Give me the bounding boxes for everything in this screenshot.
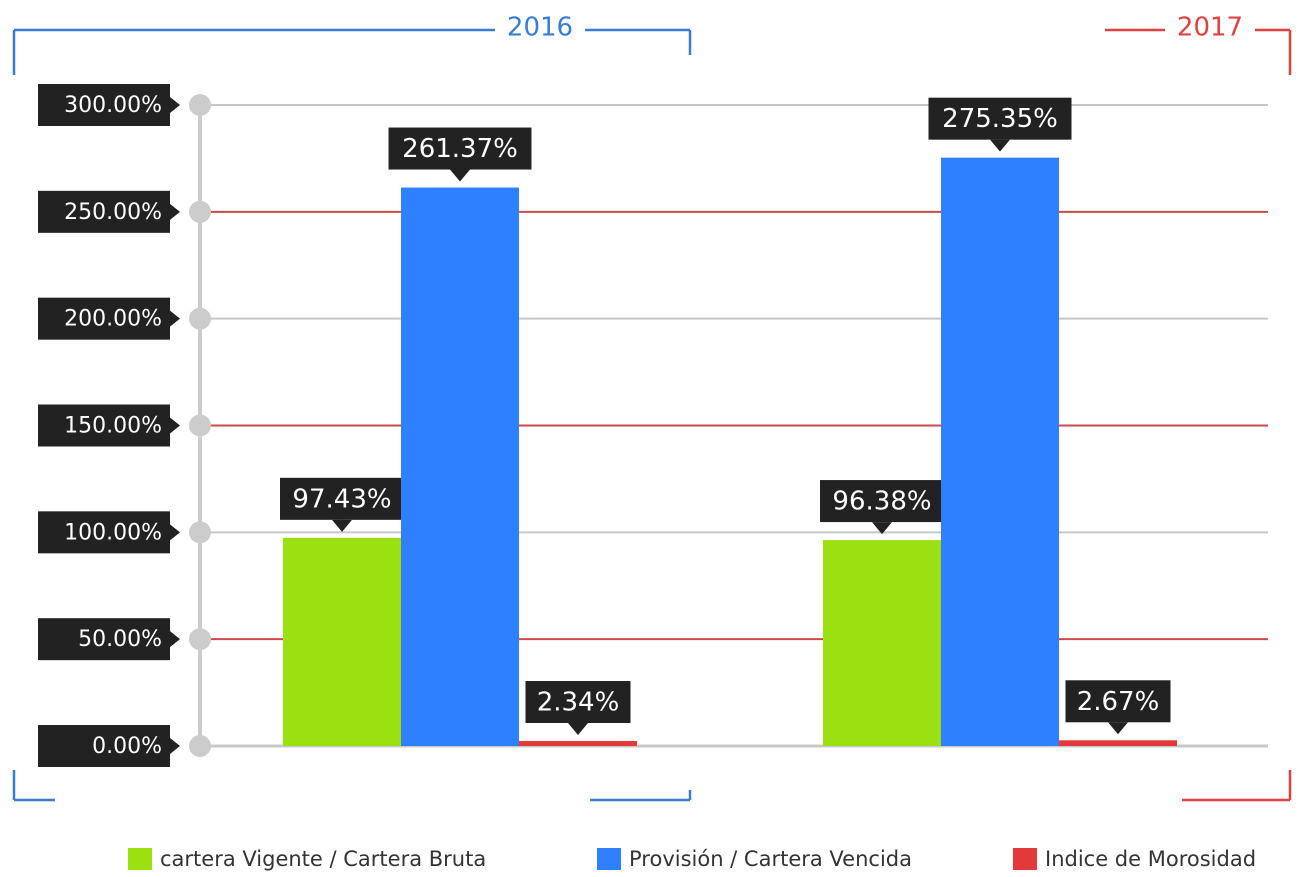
data-label: 2.34%	[537, 688, 620, 718]
category-label: 2016	[507, 13, 573, 43]
tick-dot	[189, 735, 211, 757]
label-arrow	[1108, 722, 1128, 735]
tick-arrow	[170, 524, 180, 541]
y-tick-label: 100.00%	[64, 520, 162, 545]
bar	[401, 187, 519, 746]
tick-dot	[189, 94, 211, 116]
tick-dot	[189, 521, 211, 544]
y-tick-label: 150.00%	[64, 414, 162, 439]
tick-box	[38, 404, 170, 447]
tick-arrow	[170, 631, 180, 648]
label-arrow	[568, 723, 588, 736]
bar	[283, 537, 401, 746]
bar	[941, 157, 1059, 747]
label-arrow	[450, 169, 470, 182]
data-label: 97.43%	[292, 484, 391, 514]
label-box	[820, 480, 944, 523]
tick-box	[38, 618, 170, 661]
bar	[519, 741, 637, 746]
legend-label: Provisión / Cartera Vencida	[629, 847, 912, 871]
data-label: 96.38%	[832, 487, 931, 517]
tick-box	[38, 725, 170, 767]
y-tick-label: 0.00%	[92, 734, 162, 759]
tick-dot	[189, 200, 211, 223]
label-arrow	[872, 522, 892, 535]
tick-box	[38, 297, 170, 340]
tick-box	[38, 190, 170, 233]
tick-dot	[189, 307, 211, 330]
bar	[1059, 740, 1177, 746]
category-label: 2017	[1177, 13, 1243, 43]
tick-box	[38, 511, 170, 554]
y-tick-label: 200.00%	[64, 307, 162, 332]
legend-swatch	[1013, 848, 1037, 870]
label-arrow	[990, 139, 1010, 152]
label-arrow	[332, 519, 352, 532]
tick-arrow	[170, 738, 180, 754]
label-box	[525, 681, 631, 724]
tick-arrow	[170, 97, 180, 113]
legend-swatch	[597, 848, 621, 870]
legend-label: cartera Vigente / Cartera Bruta	[160, 847, 486, 871]
tick-box	[38, 84, 170, 126]
data-label: 275.35%	[942, 104, 1058, 134]
y-tick-label: 50.00%	[78, 627, 162, 652]
label-box	[928, 97, 1072, 140]
data-label: 261.37%	[402, 134, 518, 164]
legend-label: Indice de Morosidad	[1045, 847, 1256, 871]
label-box	[1065, 680, 1171, 723]
y-tick-label: 300.00%	[64, 93, 162, 118]
legend-swatch	[128, 848, 152, 870]
tick-dot	[189, 414, 211, 437]
data-label: 2.67%	[1077, 687, 1160, 717]
tick-arrow	[170, 310, 180, 327]
bar	[823, 540, 941, 746]
tick-arrow	[170, 203, 180, 220]
label-box	[388, 127, 532, 170]
tick-arrow	[170, 417, 180, 434]
y-tick-label: 250.00%	[64, 200, 162, 225]
label-box	[280, 477, 404, 520]
tick-dot	[189, 628, 211, 651]
